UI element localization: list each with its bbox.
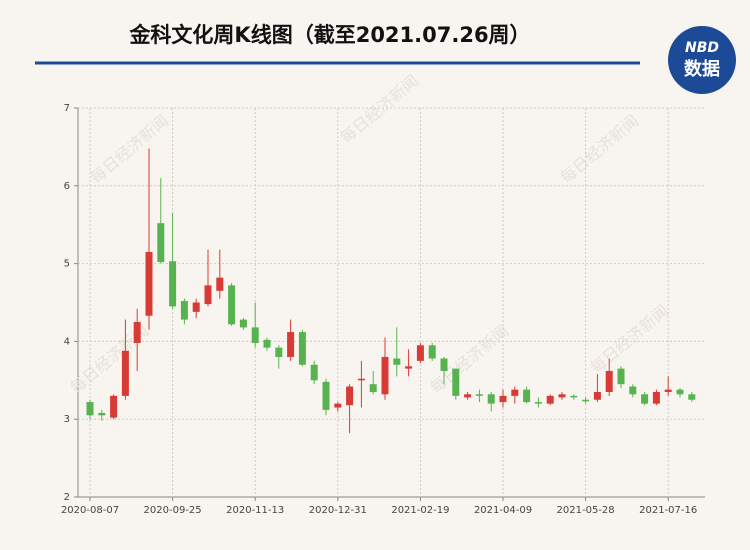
candle-body: [499, 395, 507, 403]
candle-body: [652, 391, 660, 404]
candle-body: [523, 389, 531, 403]
candle-body: [558, 394, 566, 398]
candle-body: [298, 332, 306, 365]
candle-body: [381, 356, 389, 395]
candle-body: [393, 358, 401, 365]
candle-body: [287, 332, 295, 357]
candle-body: [169, 261, 177, 307]
y-tick-label: 2: [64, 492, 70, 503]
candle-body: [369, 384, 377, 392]
candle-body: [605, 370, 613, 392]
candle-body: [310, 364, 318, 381]
candle-body: [251, 327, 259, 343]
x-tick-label: 2020-08-07: [61, 505, 119, 516]
candle-body: [228, 285, 236, 325]
candle-body: [487, 394, 495, 404]
candle-body: [464, 394, 472, 398]
candle-body: [180, 300, 188, 320]
x-tick-label: 2020-12-31: [309, 505, 367, 516]
x-tick-label: 2021-04-09: [474, 505, 532, 516]
candle-body: [664, 389, 672, 392]
candle-body: [263, 339, 271, 348]
candle-body: [204, 285, 212, 305]
candle-body: [346, 386, 354, 406]
candle-body: [98, 412, 106, 416]
candle-body: [452, 368, 460, 396]
candle-body: [239, 319, 247, 328]
x-tick-label: 2020-09-25: [144, 505, 202, 516]
candle-body: [582, 399, 590, 402]
y-tick-label: 6: [64, 181, 70, 192]
logo-text: NBD: [685, 40, 719, 56]
candle-body: [511, 389, 519, 396]
candle-body: [405, 366, 413, 369]
candle-body: [216, 277, 224, 291]
chart-title: 金科文化周K线图（截至2021.07.26周）: [128, 23, 530, 47]
candle-body: [617, 368, 625, 385]
candle-body: [192, 302, 200, 312]
candle-body: [275, 347, 283, 357]
candle-body: [428, 345, 436, 359]
candle-body: [133, 321, 141, 343]
x-tick-label: 2020-11-13: [226, 505, 284, 516]
logo-badge: [668, 26, 736, 94]
candle-body: [145, 251, 153, 316]
candle-body: [334, 403, 342, 408]
candle-body: [357, 378, 365, 381]
candle-body: [86, 402, 94, 416]
candle-body: [570, 395, 578, 398]
candle-body: [534, 402, 542, 404]
logo-text: 数据: [684, 58, 720, 80]
candle-body: [440, 358, 448, 371]
candle-body: [641, 394, 649, 404]
candle-body: [676, 389, 684, 395]
candle-body: [688, 394, 696, 400]
x-tick-label: 2021-02-19: [391, 505, 449, 516]
candle-body: [629, 386, 637, 395]
candle-body: [475, 394, 483, 396]
y-tick-label: 5: [64, 259, 70, 270]
candle-body: [546, 395, 554, 404]
candle-body: [110, 395, 118, 418]
candle-body: [593, 391, 601, 400]
candle-body: [416, 345, 424, 361]
candle-body: [157, 223, 165, 263]
y-tick-label: 7: [64, 103, 70, 114]
x-tick-label: 2021-05-28: [557, 505, 615, 516]
candle-body: [121, 350, 129, 396]
x-tick-label: 2021-07-16: [639, 505, 697, 516]
y-tick-label: 4: [64, 336, 70, 347]
candle-body: [322, 381, 330, 410]
y-tick-label: 3: [64, 414, 70, 425]
